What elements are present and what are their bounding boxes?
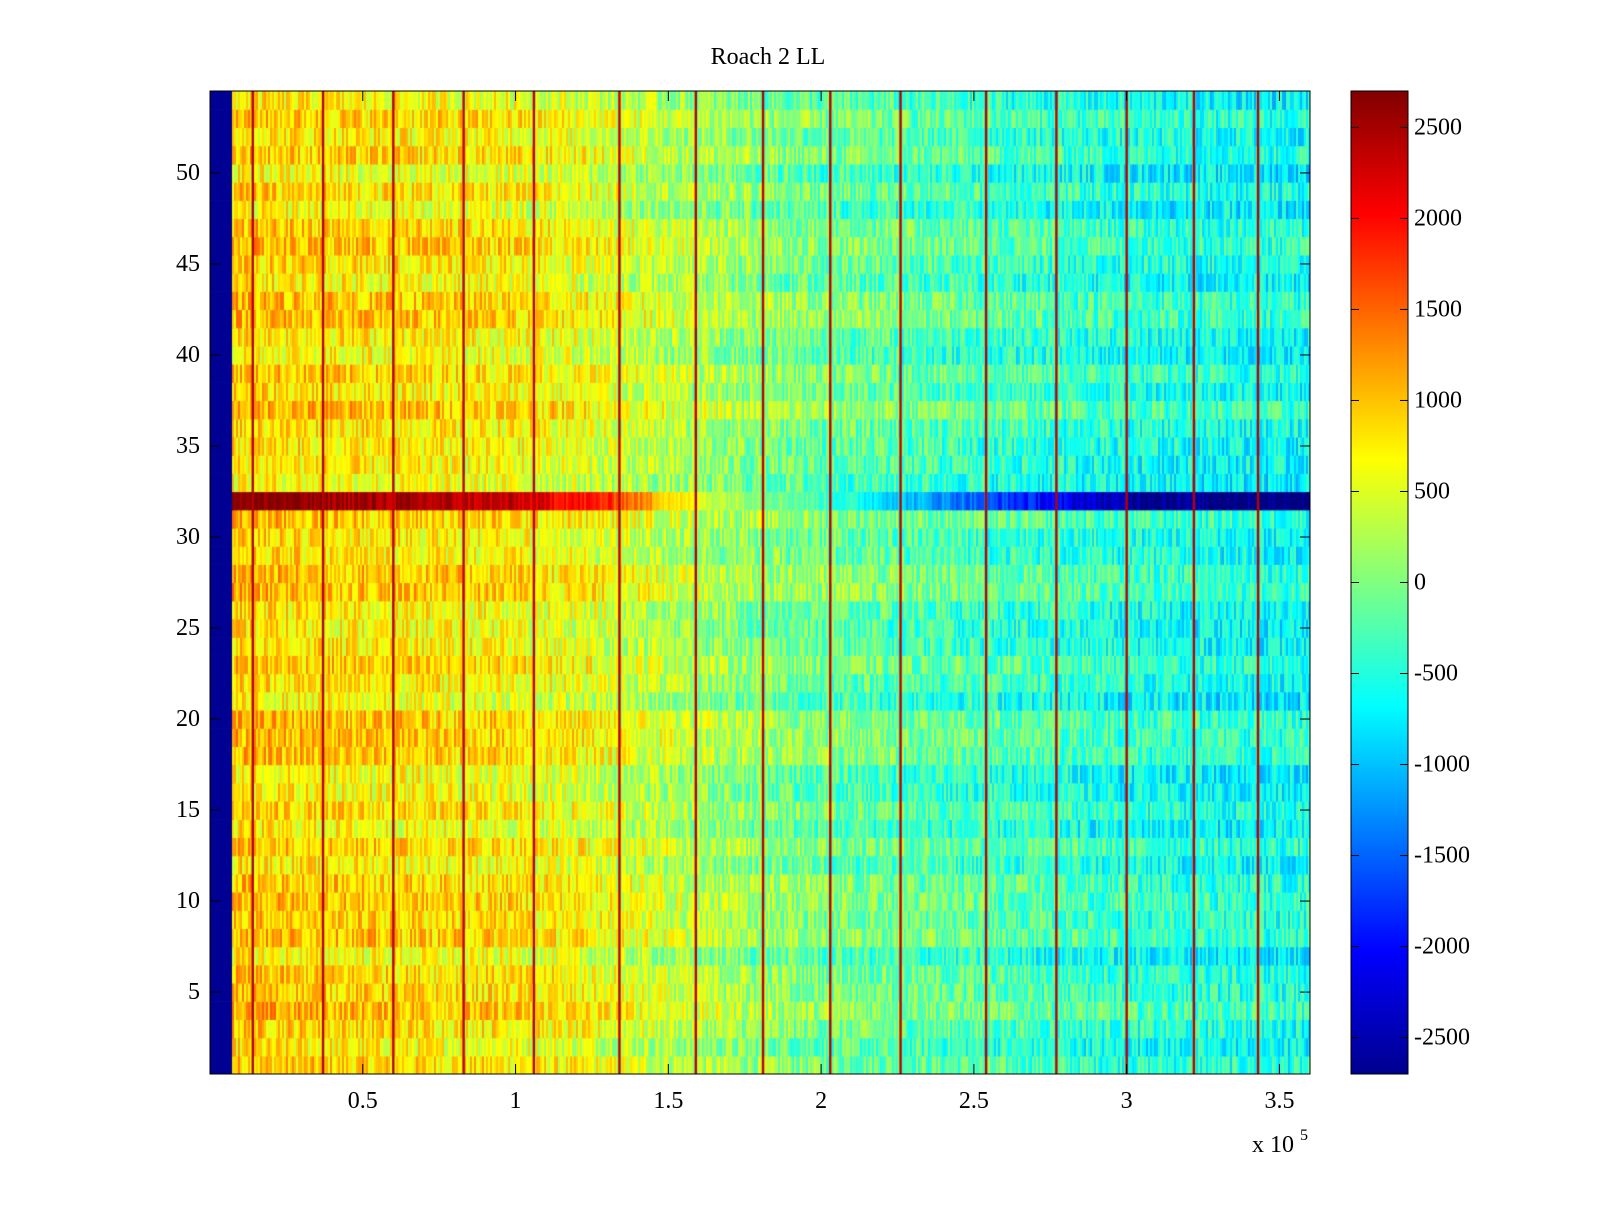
colorbar-tick-label: -1000 [1414, 752, 1470, 778]
x-tick-label: 3.5 [1264, 1088, 1294, 1114]
x-axis-exponent-power: 5 [1300, 1127, 1308, 1144]
x-axis-exponent-base: x 10 [1252, 1132, 1294, 1158]
x-tick-label: 2.5 [959, 1088, 989, 1114]
y-tick-label: 40 [176, 342, 200, 368]
colorbar-tick-label: -2000 [1414, 934, 1470, 960]
colorbar-tick-label: 2000 [1414, 205, 1462, 231]
heatmap-image [210, 91, 1310, 1074]
x-tick-label: 2 [815, 1088, 827, 1114]
x-tick-label: 1 [510, 1088, 522, 1114]
colorbar-tick-label: -1500 [1414, 843, 1470, 869]
heatmap-cells [210, 91, 1310, 1074]
x-tick-label: 1.5 [653, 1088, 683, 1114]
colorbar-tick-label: -500 [1414, 661, 1458, 687]
x-axis-exponent: x 10 5 [1252, 1127, 1308, 1158]
y-axis: 5 10 15 20 25 30 35 40 45 50 [176, 160, 1310, 1005]
x-axis: 0.5 1 1.5 2 2.5 3 3.5 [348, 91, 1294, 1114]
colorbar-tick-label: -2500 [1414, 1025, 1470, 1051]
colorbar-gradient [1350, 90, 1409, 1075]
colorbar-ticks: 2500 2000 1500 1000 500 0 -500 -1000 -1500 -2000 -… [1351, 114, 1470, 1051]
colorbar-tick-label: 1000 [1414, 387, 1462, 413]
y-tick-label: 10 [176, 888, 200, 914]
colorbar: 2500 2000 1500 1000 500 0 -500 -1000 -1500 -2000 -… [1350, 90, 1470, 1075]
colorbar-tick-label: 500 [1414, 478, 1450, 504]
x-tick-label: 0.5 [348, 1088, 378, 1114]
y-tick-label: 20 [176, 706, 200, 732]
y-tick-label: 35 [176, 433, 200, 459]
colorbar-tick-label: 1500 [1414, 296, 1462, 322]
plot-area-frame [209, 90, 1311, 1075]
y-tick-label: 50 [176, 160, 200, 186]
chart-title: Roach 2 LL [710, 44, 826, 70]
y-tick-label: 25 [176, 615, 200, 641]
y-tick-label: 15 [176, 797, 200, 823]
colorbar-tick-label: 0 [1414, 570, 1426, 596]
y-tick-label: 5 [188, 979, 200, 1005]
y-tick-label: 45 [176, 251, 200, 277]
y-tick-label: 30 [176, 524, 200, 550]
x-tick-label: 3 [1121, 1088, 1133, 1114]
colorbar-tick-label: 2500 [1414, 114, 1462, 140]
